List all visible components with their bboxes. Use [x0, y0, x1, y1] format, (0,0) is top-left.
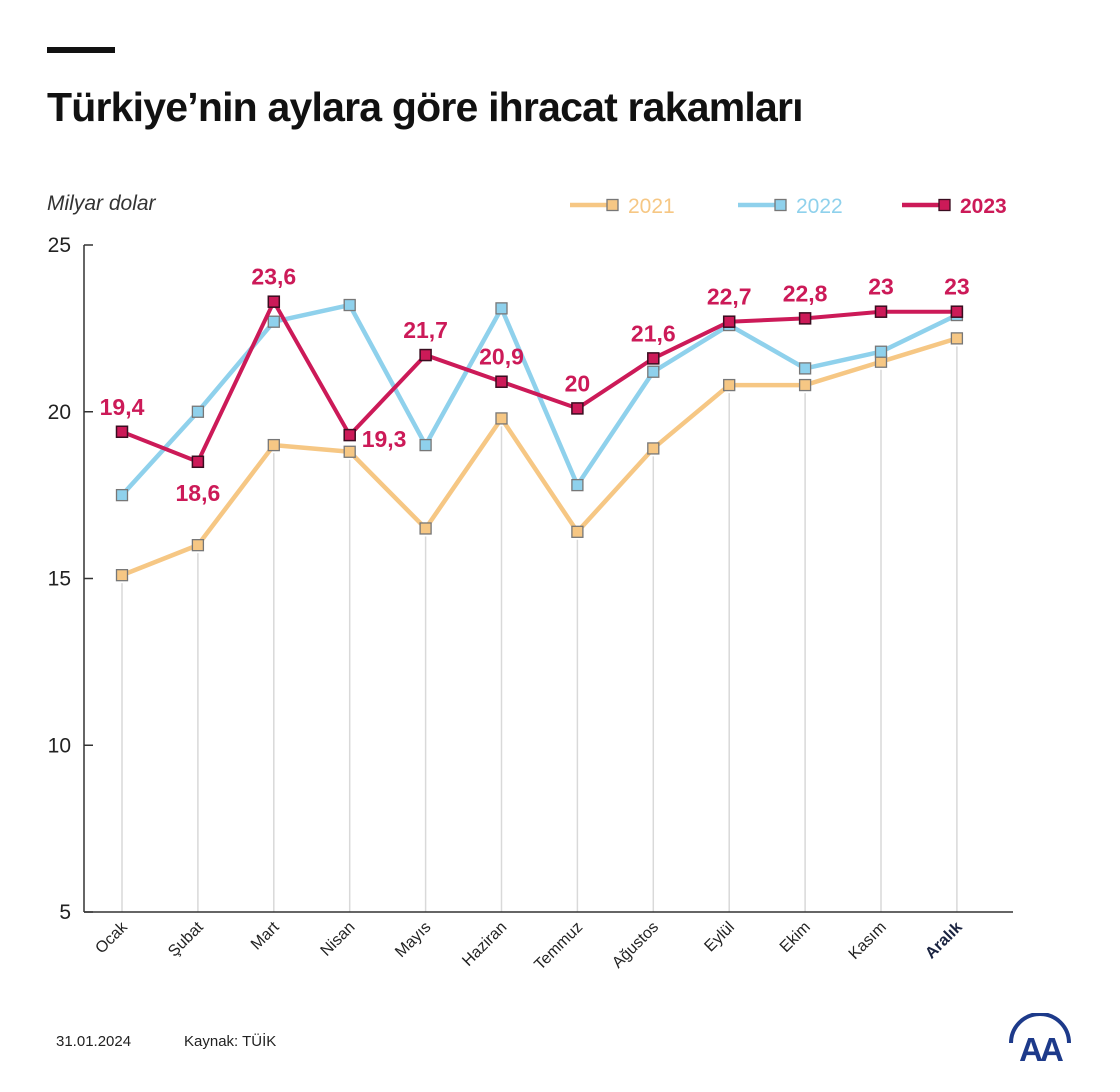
x-tick-label: Temmuz	[531, 919, 586, 974]
data-point-2022	[343, 298, 356, 312]
data-label: 22,7	[707, 284, 752, 310]
data-point-2021	[571, 525, 584, 538]
data-point-2021	[874, 355, 888, 368]
x-tick-label: Nisan	[318, 919, 359, 960]
data-point-2022	[267, 315, 280, 328]
x-tick-label: Haziran	[459, 919, 510, 970]
legend-label: 2022	[796, 195, 843, 218]
legend-swatch-marker	[774, 198, 787, 212]
y-tick-label: 20	[48, 401, 71, 424]
data-point-2023	[647, 352, 660, 365]
legend-swatch-marker	[938, 198, 951, 212]
data-point-2022	[798, 362, 812, 375]
data-point-2023	[798, 312, 812, 325]
x-tick-label: Mayıs	[392, 919, 434, 961]
data-point-2022	[191, 405, 205, 418]
data-label: 19,4	[100, 394, 145, 420]
y-tick-label: 10	[48, 734, 71, 757]
x-tick-label: Kasım	[846, 919, 890, 963]
x-tick-label: Ekim	[777, 919, 814, 956]
y-unit-label: Milyar dolar	[47, 192, 157, 215]
data-point-2023	[722, 315, 736, 328]
data-label: 20	[565, 370, 591, 396]
data-point-2023	[495, 375, 508, 388]
data-point-2022	[571, 478, 584, 492]
data-point-2021	[647, 442, 660, 455]
data-point-2022	[495, 302, 508, 315]
data-point-2021	[267, 438, 280, 452]
data-label: 18,6	[176, 480, 221, 506]
x-tick-label: Ocak	[92, 918, 131, 957]
x-tick-label: Eylül	[701, 919, 738, 956]
data-point-2022	[419, 438, 432, 452]
x-tick-label: Mart	[248, 918, 283, 953]
page-title: Türkiye’nin aylara göre ihracat rakamlar…	[47, 84, 804, 130]
data-label: 22,8	[783, 280, 828, 306]
data-point-2023	[874, 305, 888, 318]
data-point-2023	[950, 305, 964, 318]
y-tick-label: 5	[59, 901, 71, 924]
legend-swatch-marker	[606, 198, 619, 212]
data-point-2021	[950, 332, 964, 345]
x-tick-label: Ağustos	[609, 919, 662, 972]
data-point-2021	[419, 522, 432, 535]
data-point-2021	[343, 445, 356, 458]
data-label: 21,7	[403, 317, 448, 343]
data-source: Kaynak: TÜİK	[184, 1033, 277, 1050]
data-point-2023	[571, 402, 584, 415]
data-label: 23	[868, 274, 894, 300]
data-point-2023	[267, 295, 281, 308]
series-line-2021	[121, 336, 958, 578]
data-point-2022	[874, 345, 888, 358]
aa-logo-icon: AA	[1009, 1013, 1071, 1065]
title-accent-rule	[47, 47, 115, 53]
y-tick-label: 15	[48, 568, 71, 591]
data-point-2021	[495, 412, 508, 425]
legend-label: 2023	[960, 195, 1007, 218]
x-tick-label: Şubat	[165, 918, 207, 960]
data-point-2021	[798, 378, 812, 392]
legend-label: 2021	[628, 195, 675, 218]
line-chart: Milyar dolar 5 10 15 20 25 Ocak Şubat Mart Nisan M…	[47, 192, 1013, 974]
data-point-2023	[343, 428, 356, 442]
data-point-2021	[723, 378, 736, 392]
data-point-2022	[647, 365, 660, 378]
x-tick-label: Aralık	[922, 919, 966, 963]
data-point-2022	[115, 488, 129, 502]
publish-date: 31.01.2024	[56, 1033, 132, 1050]
data-label: 23,6	[251, 264, 296, 290]
series-line-2022	[120, 302, 958, 497]
data-point-2023	[115, 425, 129, 439]
data-label: 21,6	[631, 320, 676, 346]
data-point-2021	[115, 569, 129, 582]
data-point-2021	[191, 539, 205, 552]
data-point-2023	[191, 455, 205, 469]
aa-logo-text: AA	[1019, 1031, 1063, 1065]
data-label: 19,3	[362, 426, 407, 452]
y-tick-label: 25	[48, 234, 71, 257]
data-point-2023	[419, 348, 432, 362]
series-line-2023	[121, 299, 957, 464]
data-label: 20,9	[479, 344, 524, 370]
data-label: 23	[944, 274, 970, 300]
